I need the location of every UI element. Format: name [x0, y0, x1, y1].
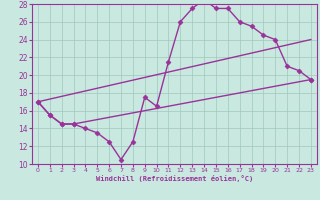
- X-axis label: Windchill (Refroidissement éolien,°C): Windchill (Refroidissement éolien,°C): [96, 175, 253, 182]
